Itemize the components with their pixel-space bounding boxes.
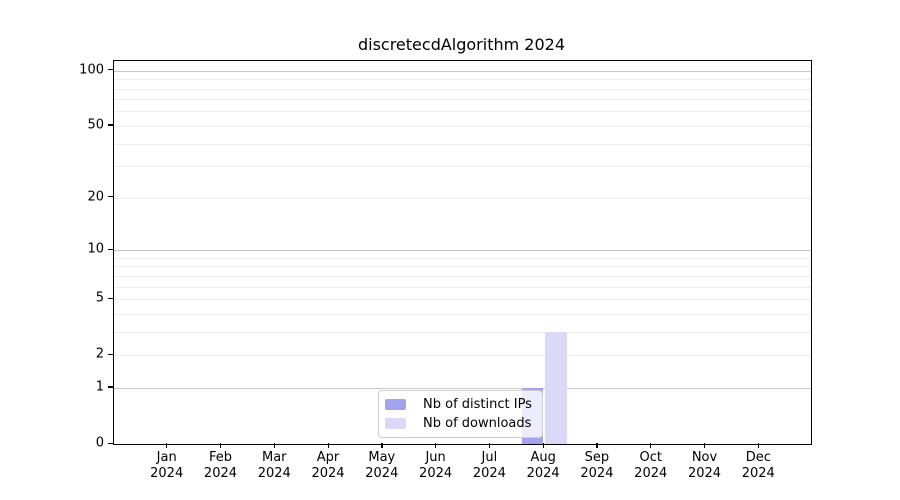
minor-gridline	[114, 166, 811, 168]
x-tick-mark	[757, 443, 759, 448]
x-tick-mark	[273, 443, 275, 448]
x-tick-year: 2024	[365, 466, 399, 481]
y-tick-label: 1	[95, 379, 104, 395]
x-tick-month: Dec	[745, 450, 771, 465]
minor-gridline	[114, 299, 811, 301]
x-tick-year: 2024	[472, 466, 506, 481]
x-tick-month: Apr	[316, 450, 340, 465]
x-tick-label: Oct 2024	[634, 450, 667, 482]
x-tick-label: Nov 2024	[688, 450, 721, 482]
legend-item-downloads: Nb of downloads	[385, 416, 542, 431]
minor-gridline	[114, 99, 811, 101]
x-tick-month: May	[368, 450, 396, 465]
legend-label-downloads: Nb of downloads	[423, 416, 532, 431]
legend-label-distinct-ips: Nb of distinct IPs	[423, 397, 532, 412]
y-tick-mark	[108, 248, 113, 250]
x-tick-mark	[219, 443, 222, 448]
x-tick-mark	[488, 443, 491, 448]
major-gridline	[114, 250, 811, 252]
x-tick-year: 2024	[150, 466, 184, 481]
major-gridline	[114, 70, 811, 72]
y-tick-label: 2	[95, 346, 104, 362]
minor-gridline	[114, 79, 811, 81]
y-tick-mark	[108, 353, 113, 355]
x-tick-year: 2024	[419, 466, 453, 481]
x-tick-year: 2024	[311, 466, 345, 481]
x-tick-mark	[435, 443, 437, 448]
x-tick-mark	[327, 443, 329, 448]
x-tick-label: Sep 2024	[580, 450, 613, 482]
y-tick-label: 20	[87, 189, 104, 205]
x-tick-month: Jan	[156, 450, 177, 465]
minor-gridline	[114, 355, 811, 357]
x-tick-label: Jan 2024	[150, 450, 183, 482]
x-tick-mark	[381, 443, 383, 448]
y-tick-label: 10	[87, 241, 104, 257]
x-tick-month: Jul	[481, 450, 498, 465]
x-tick-mark	[596, 443, 598, 448]
bar-downloads-aug-2024	[545, 331, 567, 444]
minor-gridline	[114, 143, 811, 145]
minor-gridline	[114, 111, 811, 113]
y-tick-mark	[108, 124, 113, 126]
minor-gridline	[114, 286, 811, 288]
x-tick-year: 2024	[741, 466, 775, 481]
x-tick-mark	[650, 443, 652, 448]
x-tick-year: 2024	[526, 466, 560, 481]
minor-gridline	[114, 125, 811, 127]
minor-gridline	[114, 313, 811, 315]
major-gridline	[114, 387, 811, 389]
x-tick-label: Dec 2024	[742, 450, 775, 482]
legend-item-distinct-ips: Nb of distinct IPs	[385, 397, 542, 412]
y-tick-mark	[108, 69, 113, 71]
x-tick-label: Jul 2024	[473, 450, 506, 482]
x-tick-label: Jun 2024	[419, 450, 452, 482]
x-tick-month: Aug	[530, 450, 556, 465]
x-tick-month: Sep	[584, 450, 610, 465]
x-tick-label: Aug 2024	[527, 450, 560, 482]
minor-gridline	[114, 266, 811, 268]
y-tick-mark	[108, 442, 113, 444]
minor-gridline	[114, 257, 811, 259]
chart-title: discretecdAlgorithm 2024	[357, 35, 566, 54]
x-tick-year: 2024	[257, 466, 291, 481]
x-tick-mark	[166, 443, 168, 448]
y-tick-mark	[108, 297, 113, 299]
x-tick-year: 2024	[580, 466, 614, 481]
minor-gridline	[114, 88, 811, 90]
legend-swatch-downloads-icon	[385, 418, 406, 429]
minor-gridline	[114, 331, 811, 333]
x-tick-label: Feb 2024	[204, 450, 237, 482]
x-tick-month: Jun	[425, 450, 446, 465]
y-tick-label: 100	[79, 62, 104, 78]
x-tick-month: Feb	[208, 450, 232, 465]
y-tick-mark	[108, 386, 113, 388]
legend: Nb of distinct IPs Nb of downloads	[378, 390, 543, 438]
x-tick-year: 2024	[634, 466, 668, 481]
minor-gridline	[114, 197, 811, 199]
legend-swatch-distinct-ips-icon	[385, 399, 406, 410]
y-tick-label: 5	[95, 290, 104, 306]
x-tick-mark	[542, 443, 544, 448]
x-tick-month: Mar	[261, 450, 287, 465]
x-tick-month: Oct	[639, 450, 662, 465]
y-tick-mark	[108, 196, 113, 198]
x-tick-label: May 2024	[365, 450, 398, 482]
x-tick-year: 2024	[687, 466, 722, 481]
x-tick-mark	[704, 443, 706, 448]
y-tick-label: 50	[87, 117, 104, 133]
plot-area	[113, 60, 812, 445]
x-tick-label: Mar 2024	[258, 450, 291, 482]
x-tick-month: Nov	[691, 450, 718, 465]
x-tick-label: Apr 2024	[311, 450, 344, 482]
y-tick-label: 0	[95, 435, 104, 451]
x-tick-year: 2024	[203, 466, 238, 481]
minor-gridline	[114, 275, 811, 277]
